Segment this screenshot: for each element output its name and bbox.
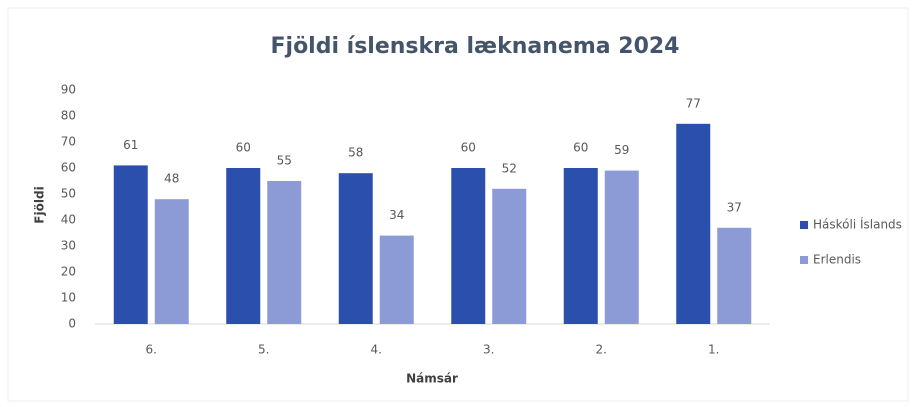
bar [379,235,414,324]
bar [717,227,752,324]
bar [563,168,598,324]
x-tick-label: 5. [258,343,269,357]
y-tick-label: 90 [61,83,76,97]
chart-title: Fjöldi íslenskra læknanema 2024 [271,34,680,59]
data-label: 34 [389,208,404,222]
data-label: 77 [686,96,701,110]
legend-label: Erlendis [813,253,861,267]
data-label: 61 [123,138,138,152]
legend-swatch [800,256,808,264]
bar [604,170,639,324]
y-tick-label: 60 [61,161,76,175]
bar [676,123,711,324]
data-label: 59 [614,143,629,157]
bar [154,199,189,324]
y-tick-label: 40 [61,213,76,227]
bar [492,188,527,324]
y-tick-label: 50 [61,187,76,201]
y-tick-label: 30 [61,239,76,253]
data-label: 37 [727,200,742,214]
y-axis-title: Fjöldi [33,186,47,223]
x-tick-label: 6. [146,343,157,357]
bar [451,168,486,324]
x-tick-label: 2. [596,343,607,357]
y-tick-label: 80 [61,109,76,123]
data-label: 60 [461,141,476,155]
y-tick-label: 70 [61,135,76,149]
data-label: 52 [502,161,517,175]
data-label: 58 [348,146,363,160]
x-tick-label: 1. [708,343,719,357]
x-tick-label: 3. [483,343,494,357]
x-axis-title: Námsár [406,372,458,386]
bar [338,173,373,324]
data-label: 60 [236,141,251,155]
data-label: 60 [573,141,588,155]
y-tick-label: 10 [61,291,76,305]
bar [113,165,148,324]
data-label: 55 [277,154,292,168]
x-tick-label: 4. [371,343,382,357]
data-label: 48 [164,172,179,186]
bar [267,181,302,324]
y-tick-label: 20 [61,265,76,279]
legend-swatch [800,221,808,229]
y-tick-label: 0 [68,317,76,331]
legend-label: Háskóli Íslands [813,217,902,232]
bar [226,168,261,324]
